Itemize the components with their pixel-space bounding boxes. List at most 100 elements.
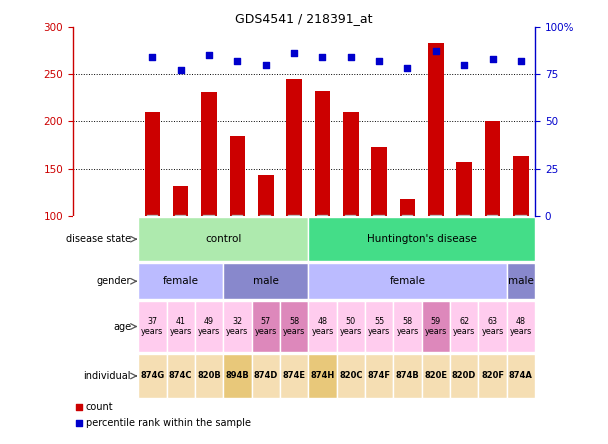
Text: age: age (113, 321, 131, 332)
Point (261, 61, 271, 68)
Text: GSM596539: GSM596539 (375, 216, 384, 265)
Text: 874G: 874G (140, 372, 164, 381)
Text: 41
years: 41 years (170, 317, 192, 336)
Bar (167, 354, 195, 398)
Bar (393, 354, 421, 398)
Text: 58
years: 58 years (396, 317, 418, 336)
Text: 894B: 894B (226, 372, 249, 381)
Point (346, 53, 356, 60)
Bar (421, 354, 450, 398)
Text: female: female (163, 276, 199, 286)
Text: 63
years: 63 years (482, 317, 503, 336)
Bar (173, 186, 188, 216)
Bar (308, 263, 506, 299)
Point (317, 53, 327, 60)
Bar (308, 217, 535, 262)
Point (459, 61, 469, 68)
Bar (223, 301, 252, 352)
Bar (337, 301, 365, 352)
Point (289, 50, 299, 57)
Text: 49
years: 49 years (198, 317, 220, 336)
Bar (138, 263, 223, 299)
Text: 55
years: 55 years (368, 317, 390, 336)
Bar (145, 112, 160, 216)
Bar (258, 175, 274, 216)
Bar (478, 301, 506, 352)
Text: GSM596541: GSM596541 (318, 216, 327, 265)
Bar (138, 217, 308, 262)
Text: 874A: 874A (509, 372, 533, 381)
Text: GSM596540: GSM596540 (148, 216, 157, 265)
Bar (286, 79, 302, 216)
Bar (450, 354, 478, 398)
Title: GDS4541 / 218391_at: GDS4541 / 218391_at (235, 12, 373, 25)
Bar (485, 121, 500, 216)
Point (204, 52, 214, 59)
Text: 874D: 874D (254, 372, 278, 381)
Text: 874H: 874H (310, 372, 334, 381)
Bar (252, 301, 280, 352)
Bar (230, 135, 245, 216)
Text: 57
years: 57 years (255, 317, 277, 336)
Text: 820C: 820C (339, 372, 362, 381)
Text: disease state: disease state (66, 234, 131, 244)
Bar (506, 354, 535, 398)
Text: GSM596533: GSM596533 (488, 216, 497, 265)
Bar (138, 301, 167, 352)
Text: Huntington's disease: Huntington's disease (367, 234, 477, 244)
Bar (513, 156, 529, 216)
Text: GSM596542: GSM596542 (233, 216, 242, 265)
Bar (223, 263, 308, 299)
Bar (337, 354, 365, 398)
Bar (506, 263, 535, 299)
Point (74, 419, 83, 426)
Text: GSM596536: GSM596536 (176, 216, 185, 265)
Point (232, 57, 242, 64)
Text: GSM596535: GSM596535 (403, 216, 412, 265)
Bar (167, 301, 195, 352)
Text: 58
years: 58 years (283, 317, 305, 336)
Point (375, 57, 384, 64)
Text: 48
years: 48 years (311, 317, 334, 336)
Text: 874B: 874B (396, 372, 420, 381)
Point (74, 404, 83, 411)
Text: 32
years: 32 years (226, 317, 249, 336)
Text: 874F: 874F (368, 372, 390, 381)
Bar (478, 354, 506, 398)
Text: male: male (253, 276, 278, 286)
Bar (393, 301, 421, 352)
Bar (428, 43, 444, 216)
Point (402, 65, 412, 72)
Bar (371, 147, 387, 216)
Point (488, 56, 497, 63)
Bar (506, 301, 535, 352)
Point (516, 57, 526, 64)
Text: gender: gender (97, 276, 131, 286)
Text: 874E: 874E (283, 372, 306, 381)
Text: 50
years: 50 years (340, 317, 362, 336)
Text: GSM596537: GSM596537 (261, 216, 270, 265)
Text: 59
years: 59 years (425, 317, 447, 336)
Text: GSM596530: GSM596530 (347, 216, 355, 265)
Bar (280, 354, 308, 398)
Bar (343, 112, 359, 216)
Bar (308, 354, 337, 398)
Text: 820F: 820F (481, 372, 504, 381)
Text: percentile rank within the sample: percentile rank within the sample (86, 418, 250, 428)
Text: control: control (205, 234, 241, 244)
Point (148, 53, 157, 60)
Bar (365, 354, 393, 398)
Bar (457, 162, 472, 216)
Bar (421, 301, 450, 352)
Bar (201, 92, 217, 216)
Text: GSM596532: GSM596532 (431, 216, 440, 265)
Text: GSM596529: GSM596529 (204, 216, 213, 265)
Text: GSM596538: GSM596538 (289, 216, 299, 265)
Text: 37
years: 37 years (141, 317, 164, 336)
Bar (138, 354, 167, 398)
Bar (280, 301, 308, 352)
Text: 820D: 820D (452, 372, 476, 381)
Text: female: female (390, 276, 426, 286)
Bar (195, 301, 223, 352)
Bar (450, 301, 478, 352)
